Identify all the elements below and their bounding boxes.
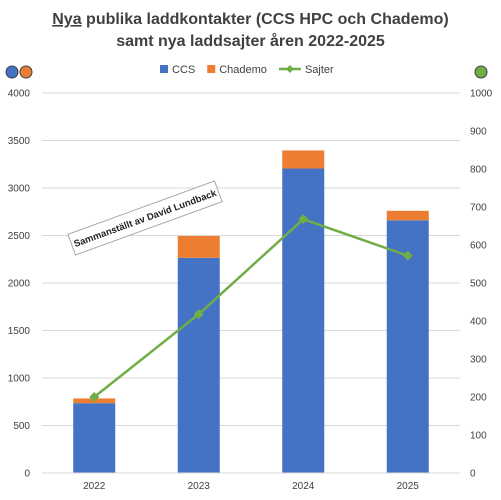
left-axis-marker-dot: [19, 65, 33, 79]
x-tick-label: 2023: [188, 481, 211, 492]
bar-chademo-2023: [177, 235, 220, 258]
left-tick-label: 1500: [8, 326, 31, 337]
bars: [73, 150, 429, 473]
x-tick-label: 2024: [292, 481, 315, 492]
point-sajter-2025: [402, 250, 413, 261]
legend-swatch-chademo: [207, 65, 216, 73]
right-tick-label: 400: [470, 317, 487, 328]
left-tick-label: 3000: [8, 184, 31, 195]
x-tick-label: 2022: [83, 481, 106, 492]
right-tick-label: 1000: [470, 89, 493, 100]
bar-ccs-2023: [177, 257, 220, 473]
right-tick-label: 700: [470, 203, 487, 214]
legend-label-chademo: Chademo: [219, 64, 267, 76]
right-axis-ticks: 0 100 200 300 400 500 600 700 800 900 1000: [470, 89, 493, 480]
right-tick-label: 200: [470, 393, 487, 404]
bar-chademo-2025: [386, 210, 429, 221]
left-axis-ticks: 0 500 1000 1500 2000 2500 3000 3500 4000: [8, 89, 31, 480]
bar-ccs-2025: [386, 220, 429, 473]
bar-chademo-2024: [282, 150, 325, 169]
chart-title-underlined-word: Nya: [52, 11, 81, 28]
chart-title-line-1: Nya publika laddkontakter (CCS HPC och C…: [52, 11, 449, 28]
left-tick-label: 0: [24, 469, 30, 480]
left-tick-label: 2000: [8, 279, 31, 290]
left-tick-label: 4000: [8, 89, 31, 100]
annotation-frame: [67, 180, 223, 256]
legend-label-sajter: Sajter: [305, 64, 334, 76]
chart-title-line-1-rest: publika laddkontakter (CCS HPC och Chade…: [82, 11, 449, 28]
chart-title-line-2: samt nya laddsajter åren 2022-2025: [116, 32, 385, 50]
left-axis-marker-dot: [5, 65, 19, 79]
right-tick-label: 800: [470, 165, 487, 176]
bar-ccs-2022: [73, 403, 116, 473]
sajter-line-series: [89, 214, 413, 402]
left-tick-label: 1000: [8, 374, 31, 385]
left-tick-label: 2500: [8, 231, 31, 242]
legend-label-ccs: CCS: [172, 64, 195, 76]
right-axis-marker-dot: [474, 65, 488, 79]
legend-swatch-ccs: [160, 65, 168, 73]
point-sajter-2024: [298, 214, 309, 225]
right-tick-label: 0: [470, 469, 476, 480]
left-tick-label: 500: [13, 421, 30, 432]
line-sajter: [93, 217, 409, 398]
right-tick-label: 300: [470, 355, 487, 366]
point-sajter-2023: [193, 309, 204, 320]
right-tick-label: 100: [470, 431, 487, 442]
axis-markers: [5, 65, 488, 79]
right-tick-label: 600: [470, 241, 487, 252]
legend: CCS Chademo Sajter: [160, 64, 334, 76]
right-tick-label: 500: [470, 279, 487, 290]
point-sajter-2022: [89, 392, 100, 402]
left-tick-label: 3500: [8, 136, 31, 147]
right-tick-label: 900: [470, 127, 487, 138]
x-tick-label: 2025: [397, 481, 420, 492]
x-axis-ticks: 2022 2023 2024 2025: [83, 481, 419, 492]
legend-marker-sajter: [285, 65, 294, 73]
